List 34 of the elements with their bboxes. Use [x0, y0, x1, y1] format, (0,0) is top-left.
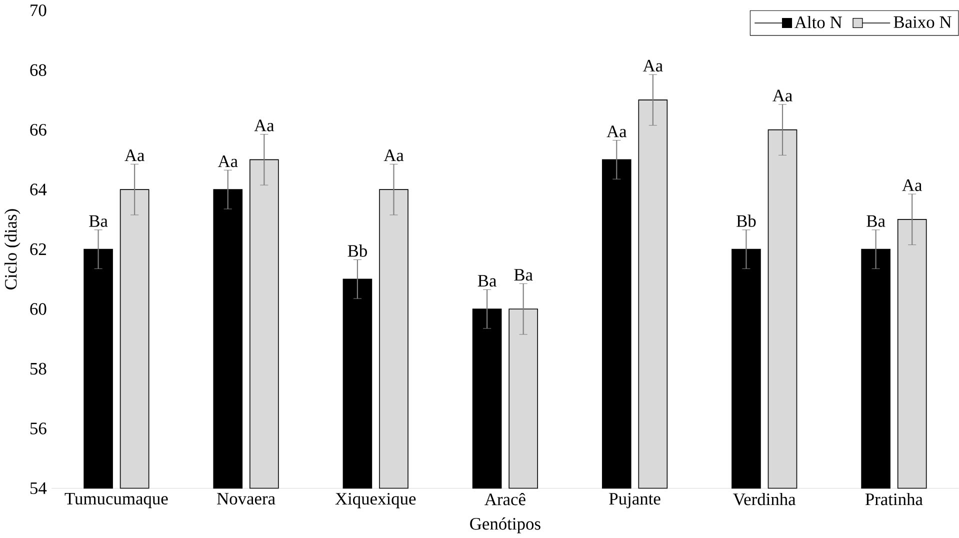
y-tick-label: 58	[30, 363, 46, 375]
x-tick-label: Tumucumaque	[64, 493, 168, 508]
y-tick-label: 70	[30, 4, 46, 16]
y-tick-label: 62	[30, 244, 46, 256]
x-tick-label: Verdinha	[733, 493, 796, 506]
y-tick-label: 66	[30, 124, 46, 136]
legend-label: Alto N	[794, 16, 842, 28]
x-tick-label: Xiquexique	[335, 493, 416, 508]
data-label: Aa	[218, 156, 238, 168]
legend-label: Baixo N	[894, 16, 952, 28]
data-label: Ba	[866, 215, 886, 228]
data-label: Ba	[89, 215, 108, 228]
x-axis-title: Genótipos	[470, 518, 540, 534]
data-label: Aa	[606, 126, 627, 138]
data-label: Aa	[642, 60, 663, 72]
x-tick-label: Pratinha	[865, 493, 923, 506]
data-label: Ba	[514, 269, 533, 281]
y-tick-label: 64	[30, 184, 47, 196]
data-label: Bb	[736, 214, 756, 228]
data-label: Ba	[478, 275, 496, 287]
data-label: Aa	[772, 90, 792, 102]
y-tick-label: 54	[30, 482, 47, 494]
data-label: Aa	[124, 150, 144, 162]
y-tick-label: 60	[30, 303, 46, 316]
data-label: Bb	[348, 244, 367, 257]
y-tick-label: 56	[30, 422, 46, 434]
y-tick-label: 68	[30, 64, 46, 76]
x-tick-label: Aracê	[484, 493, 526, 506]
data-label: Aa	[384, 150, 404, 162]
x-tick-label: Novaera	[217, 493, 276, 505]
data-label: Aa	[902, 180, 922, 192]
data-label: Aa	[254, 120, 274, 132]
y-axis-title: Ciclo (dias)	[4, 209, 20, 290]
x-tick-label: Pujante	[609, 493, 660, 508]
